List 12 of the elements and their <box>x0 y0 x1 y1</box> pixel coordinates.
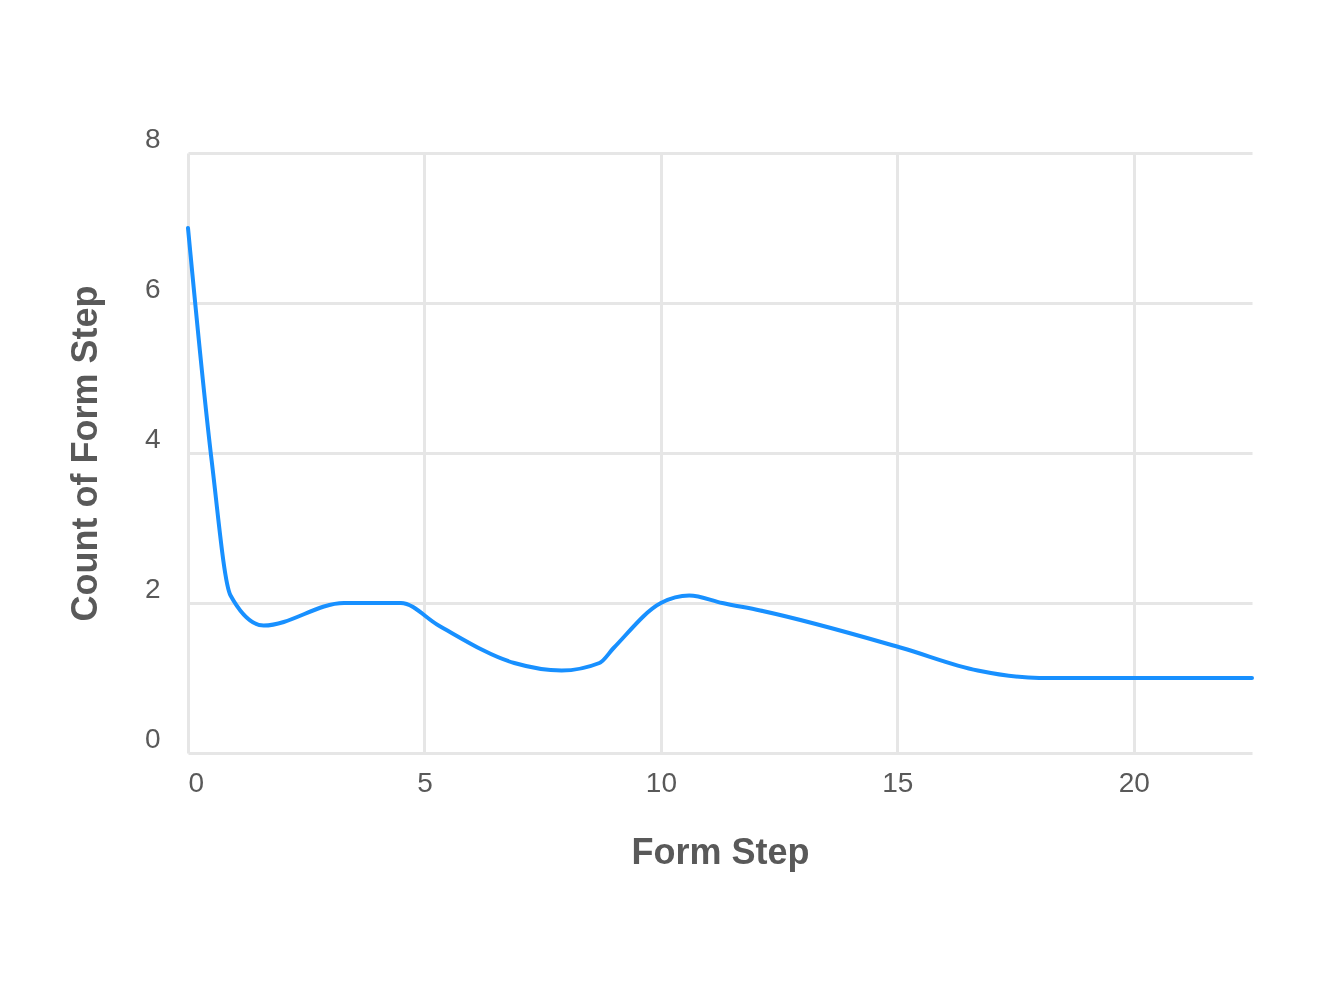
y-axis-title: Count of Form Step <box>63 285 105 622</box>
x-axis-title: Form Step <box>631 830 810 872</box>
x-tick-label: 10 <box>645 766 677 798</box>
y-tick-label: 0 <box>144 722 161 754</box>
y-tick-label: 2 <box>144 572 161 604</box>
x-tick-label: 15 <box>882 766 914 798</box>
x-tick-label: 0 <box>188 766 205 798</box>
x-tick-label: 5 <box>417 766 433 798</box>
y-tick-label: 4 <box>144 422 161 454</box>
y-tick-label: 6 <box>144 272 161 304</box>
y-tick-label: 8 <box>144 122 161 154</box>
x-tick-label: 20 <box>1118 766 1150 798</box>
